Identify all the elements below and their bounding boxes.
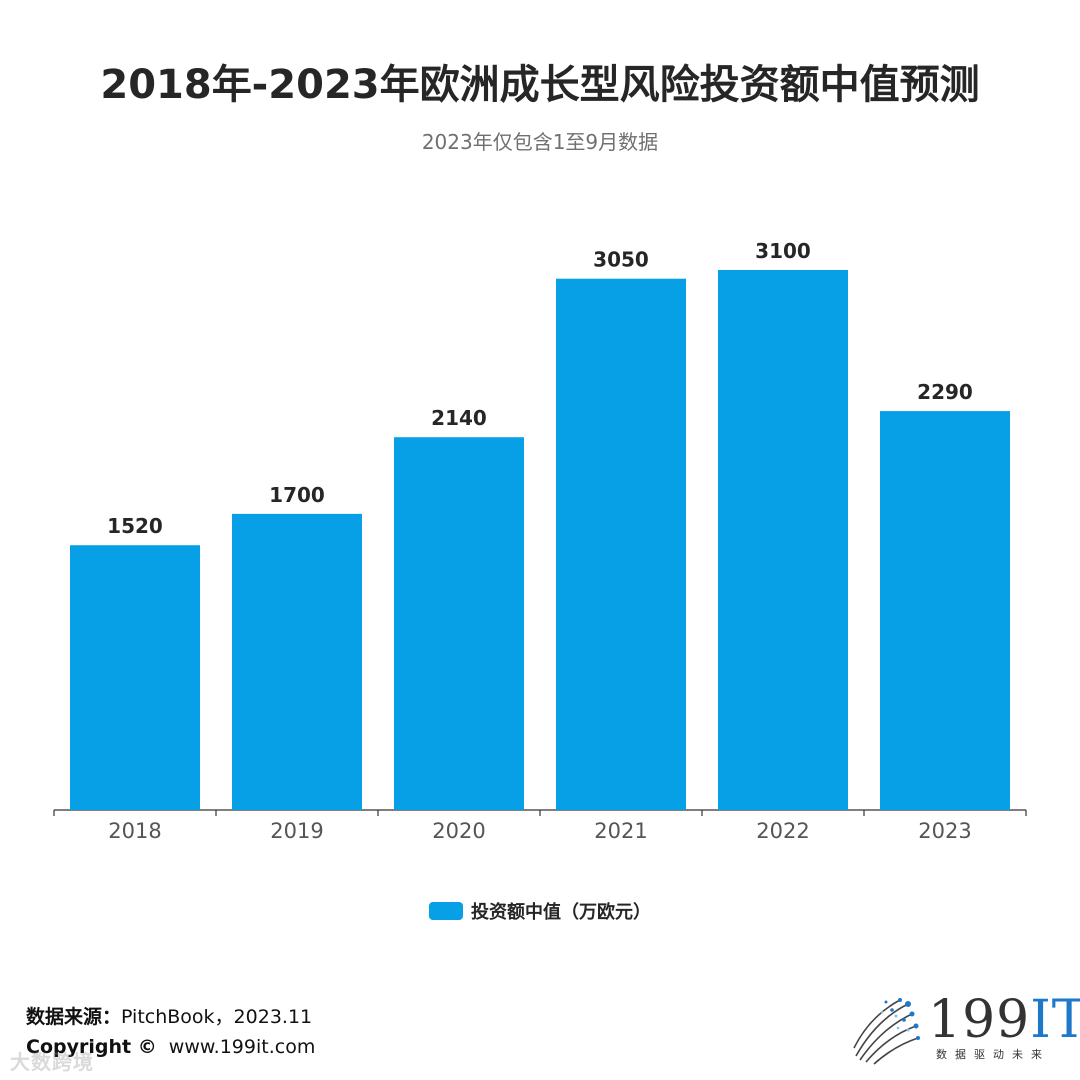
legend-label: 投资额中值（万欧元） xyxy=(471,902,651,923)
data-label-2021: 3050 xyxy=(593,248,649,272)
copyright-url[interactable]: www.199it.com xyxy=(168,1036,316,1058)
x-tick-label-2021: 2021 xyxy=(594,819,647,843)
data-label-2022: 3100 xyxy=(755,239,811,263)
logo-suffix: IT xyxy=(1030,990,1080,1050)
logo-number: 199 xyxy=(928,990,1031,1050)
chart-title: 2018年-2023年欧洲成长型风险投资额中值预测 xyxy=(100,62,980,108)
data-label-2023: 2290 xyxy=(917,380,973,404)
data-label-2020: 2140 xyxy=(431,406,487,430)
bar-2020 xyxy=(394,437,524,810)
copyright-label: Copyright © xyxy=(26,1036,157,1058)
x-tick-label-2022: 2022 xyxy=(756,819,809,843)
x-tick-label-2023: 2023 xyxy=(918,819,971,843)
bar-2022 xyxy=(718,270,848,810)
source-value: PitchBook，2023.11 xyxy=(121,1006,313,1028)
copyright: Copyright © www.199it.com xyxy=(26,1036,315,1058)
dotted-globe-icon xyxy=(853,998,920,1065)
bar-2018 xyxy=(70,545,200,810)
source-label: 数据来源： xyxy=(26,1006,122,1028)
watermark: 大数跨境 xyxy=(10,1050,94,1074)
bar-chart: 1520 2018 1700 2019 2140 2020 3050 2021 3100 2022… xyxy=(53,239,1027,843)
logo-slogan: 数据驱动未来 xyxy=(936,1048,1050,1061)
chart-subtitle: 2023年仅包含1至9月数据 xyxy=(421,130,659,154)
x-tick-label-2020: 2020 xyxy=(432,819,485,843)
bar-2023 xyxy=(880,411,1010,810)
bar-2021 xyxy=(556,278,686,810)
legend-swatch xyxy=(429,902,463,920)
data-label-2018: 1520 xyxy=(107,514,163,538)
bar-2019 xyxy=(232,513,362,810)
x-tick-label-2018: 2018 xyxy=(108,819,161,843)
x-tick-label-2019: 2019 xyxy=(270,819,323,843)
legend: 投资额中值（万欧元） xyxy=(0,898,1080,924)
logo: 199IT 数据驱动未来 xyxy=(846,990,1080,1070)
data-label-2019: 1700 xyxy=(269,483,325,507)
data-source: 数据来源：PitchBook，2023.11 xyxy=(26,1002,312,1029)
